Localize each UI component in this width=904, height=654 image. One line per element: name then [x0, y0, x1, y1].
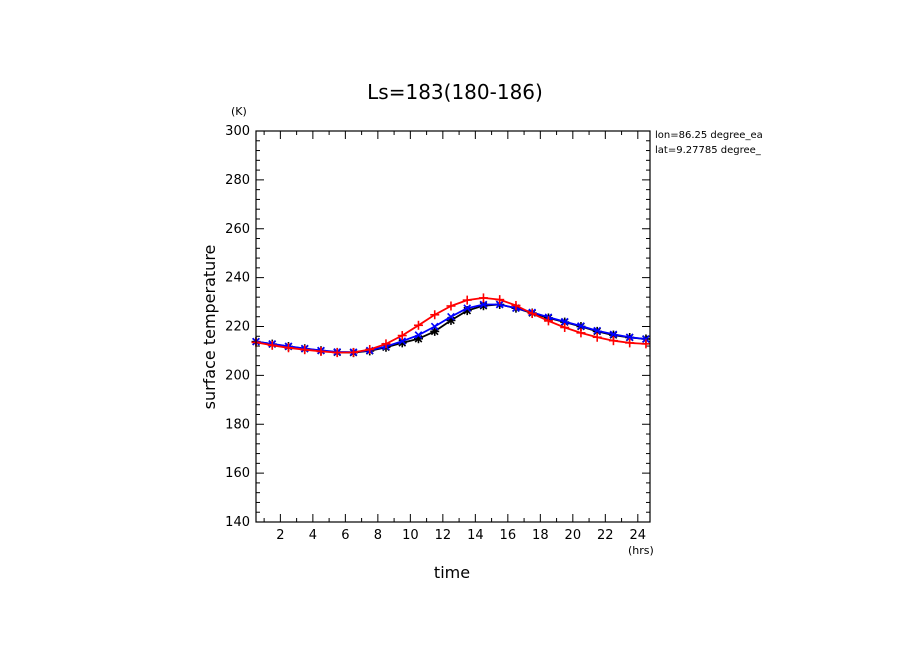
y-tick-label: 300: [225, 124, 250, 139]
series-3-point: [462, 295, 472, 305]
series-3-point: [332, 348, 342, 358]
y-tick-label: 140: [225, 515, 250, 530]
series-3-point: [608, 336, 618, 346]
x-tick-label: 24: [630, 528, 647, 543]
x-tick-label: 22: [597, 528, 614, 543]
x-tick-label: 18: [532, 528, 549, 543]
series-2-point: [577, 322, 585, 330]
series-3-point: [413, 320, 423, 330]
x-tick-label: 6: [341, 528, 349, 543]
series-2-point: [625, 333, 634, 342]
series-2-point: [430, 322, 439, 331]
series-3-point: [283, 343, 293, 353]
series-3-point: [592, 332, 602, 342]
x-tick-label: 16: [500, 528, 517, 543]
series-3-point: [560, 322, 570, 332]
lon-annotation: lon=86.25 degree_ea: [655, 130, 763, 141]
series-3-point: [495, 295, 505, 305]
chart-title: Ls=183(180-186): [367, 80, 543, 104]
series-3-point: [511, 300, 521, 310]
series-2-point: [609, 330, 618, 339]
y-tick-label: 220: [225, 320, 250, 335]
y-tick-label: 260: [225, 222, 250, 237]
series-3-point: [527, 309, 537, 319]
series-3-point: [397, 331, 407, 341]
plot-series: [251, 293, 651, 358]
y-tick-label: 160: [225, 466, 250, 481]
series-3-point: [430, 310, 440, 320]
y-tick-label: 240: [225, 271, 250, 286]
series-2-point: [479, 300, 488, 309]
series-3-point: [641, 339, 651, 349]
series-3-point: [478, 293, 488, 303]
series-2-point: [560, 317, 569, 326]
x-unit-label: (hrs): [628, 544, 654, 557]
series-2-point: [495, 300, 504, 309]
y-tick-label: 280: [225, 173, 250, 188]
y-unit-label: (K): [231, 105, 247, 118]
series-line-2: [255, 303, 646, 354]
series-3-point: [625, 338, 635, 348]
series-3-point: [576, 328, 586, 338]
y-tick-label: 200: [225, 368, 250, 383]
series-2-point: [398, 337, 407, 346]
y-axis-title: surface temperature: [200, 245, 219, 410]
x-tick-label: 8: [374, 528, 382, 543]
series-2-point: [642, 335, 650, 343]
x-tick-label: 14: [467, 528, 484, 543]
series-3-point: [543, 316, 553, 326]
series-3-point: [300, 345, 310, 355]
series-3-point: [365, 344, 375, 354]
series-2-point: [447, 312, 455, 321]
series-2-point: [593, 326, 602, 335]
x-tick-label: 20: [565, 528, 582, 543]
series-3-point: [381, 339, 391, 349]
x-tick-label: 10: [402, 528, 419, 543]
x-tick-label: 4: [309, 528, 317, 543]
lat-annotation: lat=9.27785 degree_: [655, 145, 762, 156]
x-tick-label: 2: [276, 528, 284, 543]
series-2-point: [414, 331, 423, 339]
series-3-point: [267, 340, 277, 350]
series-3-point: [348, 347, 358, 357]
series-2-point: [463, 304, 472, 313]
x-tick-label: 12: [435, 528, 452, 543]
plot-frame: [255, 130, 651, 523]
x-axis-title: time: [434, 563, 470, 582]
series-3-point: [446, 301, 456, 311]
y-tick-label: 180: [225, 417, 250, 432]
series-3-point: [316, 346, 326, 356]
